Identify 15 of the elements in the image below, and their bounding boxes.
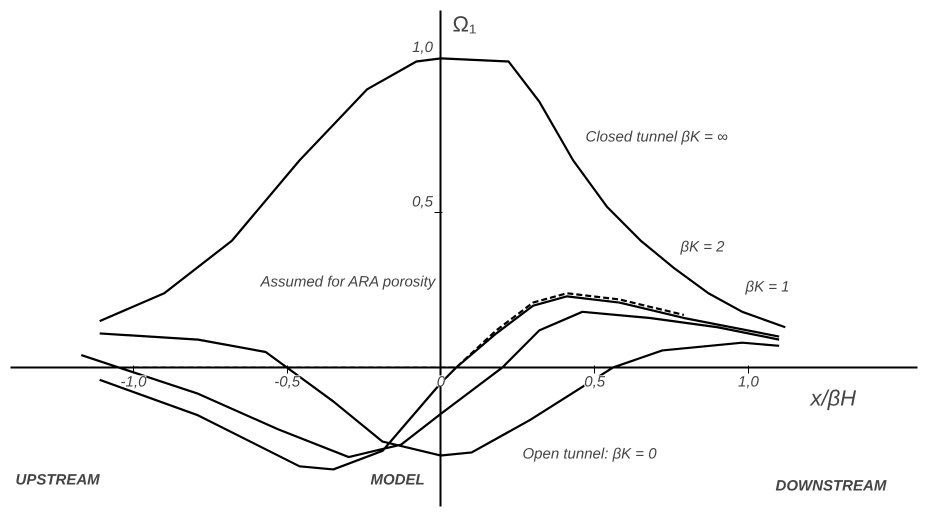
- x-tick-label: -1,0: [120, 373, 148, 390]
- x-axis-title: x/βH: [810, 386, 856, 410]
- annotation: UPSTREAM: [16, 472, 100, 488]
- annotation: βK = 1: [744, 278, 790, 296]
- annotation: MODEL: [370, 472, 425, 488]
- annotation: Assumed for ARA porosity: [260, 274, 437, 290]
- y-axis-title: Ω₁: [452, 12, 476, 36]
- x-tick-label: 1,0: [738, 373, 760, 390]
- x-tick-label: -0,5: [274, 373, 301, 390]
- x-tick-label: 0,5: [584, 373, 606, 390]
- annotation: Open tunnel: βK = 0: [522, 446, 658, 462]
- annotation: Closed tunnel βK = ∞: [586, 128, 728, 146]
- x-tick-label: 0: [436, 373, 446, 390]
- annotation: DOWNSTREAM: [776, 478, 887, 494]
- annotation: βK = 2: [680, 238, 726, 256]
